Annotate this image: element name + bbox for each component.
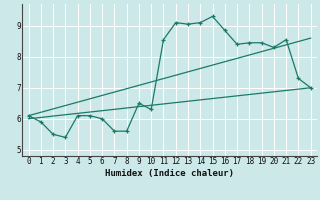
X-axis label: Humidex (Indice chaleur): Humidex (Indice chaleur) (105, 169, 234, 178)
